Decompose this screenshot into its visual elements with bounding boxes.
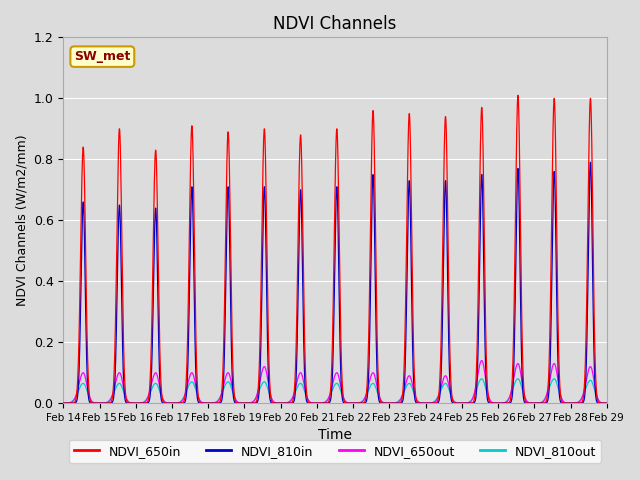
Legend: NDVI_650in, NDVI_810in, NDVI_650out, NDVI_810out: NDVI_650in, NDVI_810in, NDVI_650out, NDV… [68, 440, 601, 463]
Title: NDVI Channels: NDVI Channels [273, 15, 397, 33]
X-axis label: Time: Time [318, 429, 352, 443]
Text: SW_met: SW_met [74, 50, 131, 63]
Y-axis label: NDVI Channels (W/m2/mm): NDVI Channels (W/m2/mm) [15, 134, 28, 306]
